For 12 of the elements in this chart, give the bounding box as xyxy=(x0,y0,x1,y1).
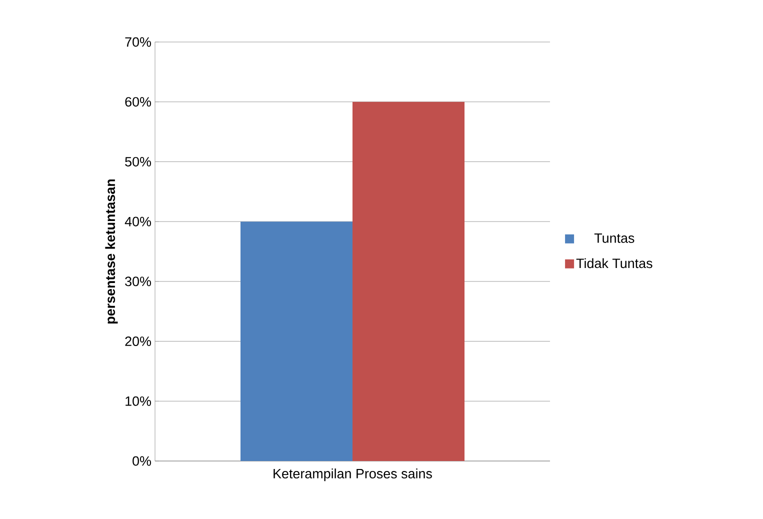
y-axis-title: persentase ketuntasan xyxy=(105,179,118,324)
y-tick-label: 30% xyxy=(125,276,151,286)
y-tick-label: 60% xyxy=(125,97,151,107)
y-tick-label: 20% xyxy=(125,336,151,346)
y-tick-label: 70% xyxy=(125,37,151,47)
y-tick-label: 0% xyxy=(132,456,152,466)
x-tick-label: Keterampilan Proses sains xyxy=(274,468,432,482)
legend-label: Tidak Tuntas xyxy=(576,258,652,268)
legend-label: Tuntas xyxy=(594,234,634,243)
y-tick-label: 40% xyxy=(124,216,151,226)
y-tick-label: 10% xyxy=(126,396,151,406)
y-tick-label: 50% xyxy=(125,156,151,166)
